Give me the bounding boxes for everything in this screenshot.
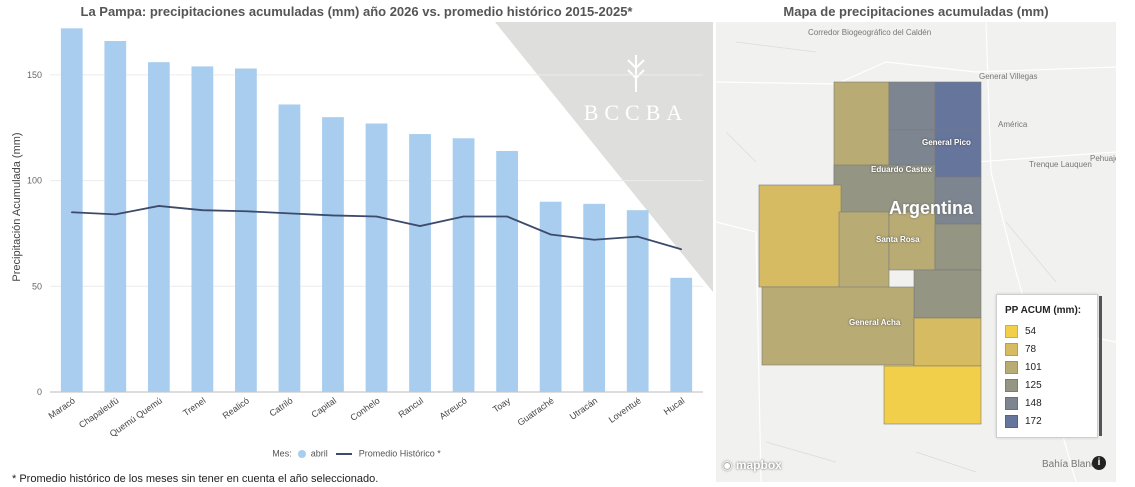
bar — [322, 117, 344, 393]
city-label-santa-rosa: Santa Rosa — [876, 235, 920, 244]
legend-swatch — [1005, 396, 1018, 410]
avg-point — [680, 248, 683, 251]
x-tick-label: Rancul — [396, 395, 425, 419]
place-label-corredor: Corredor Biogeográfico del Caldén — [808, 28, 932, 37]
y-tick-label: 0 — [37, 387, 42, 397]
x-tick-label: Guatraché — [516, 395, 556, 427]
legend-swatch — [1005, 342, 1018, 356]
x-tick-label: Trenel — [181, 395, 207, 418]
bar-chart: BCCBA 0 50 100 150 Precipitación Acumulada (m… — [11, 22, 713, 439]
place-label-america: América — [998, 120, 1028, 129]
bar — [452, 138, 475, 392]
country-label: Argentina — [889, 198, 974, 218]
legend-value: 101 — [1025, 361, 1042, 373]
x-tick-label: Capital — [309, 395, 338, 419]
legend-title: Mes: — [272, 448, 292, 459]
avg-point — [332, 214, 334, 217]
x-tick-label: Toay — [491, 395, 513, 414]
legend-bar-swatch — [298, 449, 307, 458]
avg-point — [70, 211, 73, 214]
avg-point — [375, 215, 378, 218]
x-tick-label: Chapaleufú — [77, 395, 120, 430]
legend-swatch — [1005, 378, 1018, 392]
y-tick-label: 100 — [27, 176, 42, 186]
bar — [278, 104, 301, 392]
city-label-eduardo-castex: Eduardo Castex — [871, 165, 932, 174]
bar — [60, 28, 83, 392]
bar — [147, 62, 170, 393]
map-title: Mapa de precipitaciones acumuladas (mm) — [783, 4, 1049, 19]
watermark-shape — [495, 22, 713, 292]
bar — [670, 277, 693, 392]
avg-point — [636, 235, 639, 238]
avg-point — [506, 215, 508, 218]
legend-swatch — [1005, 324, 1018, 338]
mapbox-logo[interactable]: ◉ mapbox — [722, 458, 782, 472]
y-tick-label: 150 — [27, 70, 42, 80]
footnote: * Promedio histórico de los meses sin te… — [12, 473, 379, 485]
chart-legend: Mes: abril Promedio Histórico * — [0, 448, 713, 459]
map-legend-item: 101 — [1005, 358, 1097, 376]
legend-swatch — [1005, 414, 1018, 428]
city-label-general-pico: General Pico — [922, 138, 971, 147]
x-tick-label: Atreucó — [438, 395, 469, 421]
avg-point — [158, 205, 160, 207]
y-tick-label: 50 — [32, 281, 42, 291]
wheat-icon — [627, 55, 645, 92]
avg-point — [245, 210, 247, 213]
x-tick-label: Loventué — [607, 395, 643, 424]
bar — [365, 123, 388, 392]
map-legend-item: 78 — [1005, 340, 1097, 358]
legend-line-swatch — [336, 452, 353, 455]
place-label-general-villegas: General Villegas — [979, 72, 1038, 81]
bar — [104, 41, 127, 393]
bar — [496, 150, 518, 392]
avg-point — [419, 225, 421, 227]
legend-value: 125 — [1025, 379, 1042, 391]
avg-point — [114, 213, 117, 216]
map-legend-item: 125 — [1005, 376, 1097, 394]
legend-scrollbar[interactable] — [1099, 296, 1102, 436]
bar — [191, 66, 214, 393]
legend-value: 172 — [1025, 415, 1042, 427]
bar — [409, 134, 431, 393]
legend-value: 148 — [1025, 397, 1042, 409]
city-label-general-acha: General Acha — [849, 318, 901, 327]
x-tick-label: Conhelo — [348, 395, 381, 422]
legend-value: 54 — [1025, 325, 1037, 337]
legend-item-bar[interactable]: abril — [310, 448, 328, 459]
y-axis-label: Precipitación Acumulada (mm) — [11, 132, 23, 281]
x-tick-label: Utracán — [568, 395, 600, 421]
place-label-pehuajo: Pehuajó — [1090, 154, 1116, 163]
place-label-trenque-lauquen: Trenque Lauquen — [1029, 160, 1092, 169]
map-legend: PP ACUM (mm): 54 78 101 125 148 172 — [996, 294, 1098, 438]
map-legend-title: PP ACUM (mm): — [1005, 305, 1082, 316]
x-tick-label: Hucal — [662, 395, 687, 416]
avg-point — [462, 215, 465, 218]
bar — [626, 210, 649, 392]
avg-point — [288, 212, 291, 215]
map-legend-item: 54 — [1005, 322, 1097, 340]
bar — [583, 203, 606, 392]
x-tick-label: Maracó — [47, 395, 77, 420]
info-icon[interactable]: i — [1092, 456, 1106, 470]
avg-point — [201, 209, 204, 211]
attribution-text: mapbox — [735, 458, 782, 472]
map-legend-item: 148 — [1005, 394, 1097, 412]
avg-point — [549, 233, 552, 236]
legend-item-line[interactable]: Promedio Histórico * — [358, 448, 441, 459]
map-panel[interactable]: Corredor Biogeográfico del Caldén Genera… — [716, 22, 1116, 482]
chart-title: La Pampa: precipitaciones acumuladas (mm… — [80, 4, 633, 19]
legend-value: 78 — [1025, 343, 1037, 355]
x-tick-label: Catriló — [268, 395, 295, 418]
x-tick-label: Realicó — [221, 395, 251, 420]
watermark-text: BCCBA — [584, 100, 689, 125]
legend-swatch — [1005, 360, 1018, 374]
bar — [235, 68, 257, 392]
place-label-bahia-blanca: Bahía Blanca — [1042, 459, 1102, 470]
map-legend-item: 172 — [1005, 412, 1097, 430]
bar — [539, 201, 562, 392]
avg-point — [593, 238, 595, 241]
